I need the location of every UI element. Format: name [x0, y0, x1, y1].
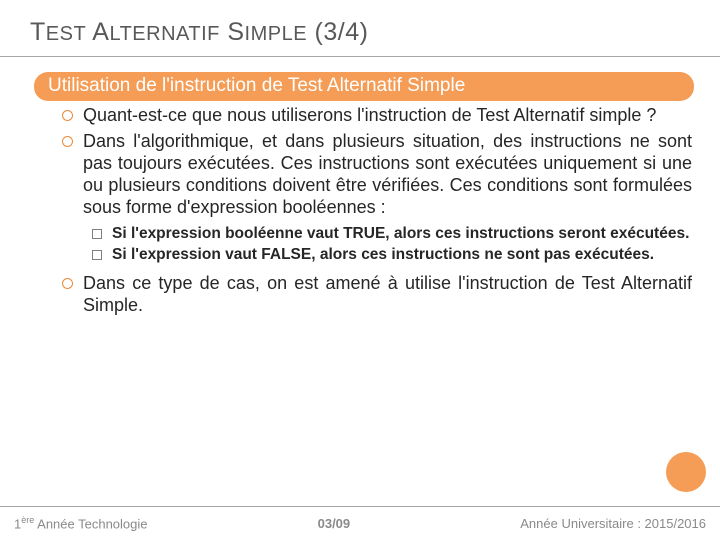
circle-bullet-icon	[62, 136, 73, 147]
title-suffix: (3/4)	[315, 18, 369, 46]
title-w1-rest: EST	[46, 23, 86, 45]
slide-title: TEST ALTERNATIF SIMPLE (3/4)	[30, 18, 690, 55]
bullet-list: Quant-est-ce que nous utiliserons l'inst…	[34, 105, 694, 219]
bullet-item: Dans ce type de cas, on est amené à util…	[62, 273, 692, 317]
sub-bullet-list: Si l'expression booléenne vaut TRUE, alo…	[34, 225, 694, 265]
sub-bullet-text: Si l'expression booléenne vaut TRUE, alo…	[112, 225, 692, 244]
title-w2-first: A	[92, 18, 109, 46]
footer-left: 1ère Année Technologie	[14, 515, 148, 531]
slide: TEST ALTERNATIF SIMPLE (3/4) Utilisation…	[0, 0, 720, 540]
footer-right: Année Universitaire : 2015/2016	[520, 516, 706, 531]
title-underline	[0, 56, 720, 57]
bullet-text: Dans l'algorithmique, et dans plusieurs …	[83, 131, 692, 219]
circle-bullet-icon	[62, 278, 73, 289]
footer-center: 03/09	[318, 516, 351, 531]
circle-bullet-icon	[62, 110, 73, 121]
content-area: Utilisation de l'instruction de Test Alt…	[34, 72, 694, 316]
title-w1-first: T	[30, 18, 46, 46]
title-w2-rest: LTERNATIF	[109, 23, 219, 45]
sub-bullet-text: Si l'expression vaut FALSE, alors ces in…	[112, 246, 692, 265]
bullet-text: Quant-est-ce que nous utiliserons l'inst…	[83, 105, 692, 127]
title-w3-rest: IMPLE	[245, 23, 308, 45]
bullet-item: Dans l'algorithmique, et dans plusieurs …	[62, 131, 692, 219]
sub-bullet-item: Si l'expression booléenne vaut TRUE, alo…	[92, 225, 692, 244]
square-bullet-icon	[92, 229, 102, 239]
sub-bullet-item: Si l'expression vaut FALSE, alors ces in…	[92, 246, 692, 265]
title-w3-first: S	[227, 18, 244, 46]
decorative-circle	[666, 452, 706, 492]
bullet-item: Quant-est-ce que nous utiliserons l'inst…	[62, 105, 692, 127]
square-bullet-icon	[92, 250, 102, 260]
bullet-list-2: Dans ce type de cas, on est amené à util…	[34, 273, 694, 317]
footer: 1ère Année Technologie 03/09 Année Unive…	[0, 506, 720, 540]
bullet-text: Dans ce type de cas, on est amené à util…	[83, 273, 692, 317]
section-pill: Utilisation de l'instruction de Test Alt…	[34, 72, 694, 101]
